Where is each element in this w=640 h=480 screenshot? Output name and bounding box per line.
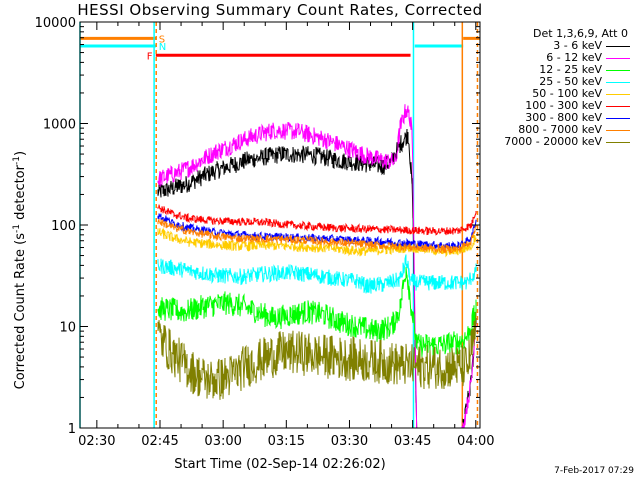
y-axis-label-close: ) xyxy=(13,150,29,157)
chart-title: HESSI Observing Summary Count Rates, Cor… xyxy=(77,1,483,19)
legend-swatch xyxy=(606,46,630,47)
legend: Det 1,3,6,9, Att 0 3 - 6 keV 6 - 12 keV 12… xyxy=(486,28,636,148)
y-axis-label-tail: detector xyxy=(13,165,29,225)
axes: 02:30 02:45 03:00 03:15 03:30 03:45 04:00 1 10 10… xyxy=(35,16,495,449)
y-tick-label: 10 xyxy=(59,321,76,336)
legend-swatch xyxy=(606,70,630,71)
legend-swatch xyxy=(606,142,630,143)
legend-entry: 12 - 25 keV xyxy=(486,64,636,76)
legend-entry-label: 6 - 12 keV xyxy=(546,51,602,64)
legend-entry-label: 100 - 300 keV xyxy=(525,99,602,112)
legend-entry-label: 300 - 800 keV xyxy=(525,111,602,124)
y-axis-label: Corrected Count Rate (s-1 detector-1) xyxy=(12,145,28,395)
x-tick-label: 04:00 xyxy=(457,434,494,449)
legend-swatch xyxy=(606,130,630,131)
series-line-2 xyxy=(157,267,477,359)
x-tick-label: 03:30 xyxy=(331,434,368,449)
generation-timestamp: 7-Feb-2017 07:29 xyxy=(554,466,634,476)
x-tick-label: 02:30 xyxy=(78,434,115,449)
series-line-7 xyxy=(157,218,477,254)
x-axis-label: Start Time (02-Sep-14 02:26:02) xyxy=(174,457,386,472)
legend-entry: 3 - 6 keV xyxy=(486,40,636,52)
flag-bars: SNF xyxy=(80,34,480,62)
legend-entry-label: 7000 - 20000 keV xyxy=(504,135,602,148)
legend-entry-label: 12 - 25 keV xyxy=(539,63,602,76)
series-line-0 xyxy=(157,128,477,428)
series-line-8 xyxy=(157,311,477,400)
legend-entries: 3 - 6 keV 6 - 12 keV 12 - 25 keV 25 - 50 ke… xyxy=(486,40,636,148)
legend-swatch xyxy=(606,82,630,83)
flag-letter-n: N xyxy=(159,42,166,53)
legend-entry: 800 - 7000 keV xyxy=(486,124,636,136)
legend-swatch xyxy=(606,106,630,107)
flag-letter-f: F xyxy=(147,51,153,62)
legend-entry: 50 - 100 keV xyxy=(486,88,636,100)
x-tick-label: 03:15 xyxy=(268,434,305,449)
legend-swatch xyxy=(606,94,630,95)
y-axis-label-sup-1: -1 xyxy=(11,224,22,234)
y-tick-label: 100 xyxy=(51,219,76,234)
y-tick-label: 1 xyxy=(68,422,76,437)
legend-entry: 300 - 800 keV xyxy=(486,112,636,124)
legend-entry-label: 3 - 6 keV xyxy=(553,39,602,52)
x-tick-label: 02:45 xyxy=(141,434,178,449)
legend-entry: 6 - 12 keV xyxy=(486,52,636,64)
legend-entry-label: 800 - 7000 keV xyxy=(518,123,602,136)
series-line-3 xyxy=(157,254,477,294)
y-tick-label: 1000 xyxy=(43,118,76,133)
legend-swatch xyxy=(606,58,630,59)
legend-header: Det 1,3,6,9, Att 0 xyxy=(533,27,628,40)
y-axis-label-text: Corrected Count Rate (s xyxy=(13,233,29,390)
series-line-1 xyxy=(157,104,477,428)
legend-entry: 25 - 50 keV xyxy=(486,76,636,88)
series-line-5 xyxy=(157,204,477,236)
legend-swatch xyxy=(606,118,630,119)
y-tick-label: 10000 xyxy=(35,16,76,31)
legend-entry: 7000 - 20000 keV xyxy=(486,136,636,148)
x-tick-label: 03:45 xyxy=(394,434,431,449)
series-lines xyxy=(157,104,477,428)
legend-entry-label: 25 - 50 keV xyxy=(539,75,602,88)
x-tick-label: 03:00 xyxy=(204,434,241,449)
y-axis-label-sup-2: -1 xyxy=(11,156,22,166)
flag-letter-s: S xyxy=(159,34,165,45)
legend-entry-label: 50 - 100 keV xyxy=(532,87,602,100)
legend-entry: 100 - 300 keV xyxy=(486,100,636,112)
